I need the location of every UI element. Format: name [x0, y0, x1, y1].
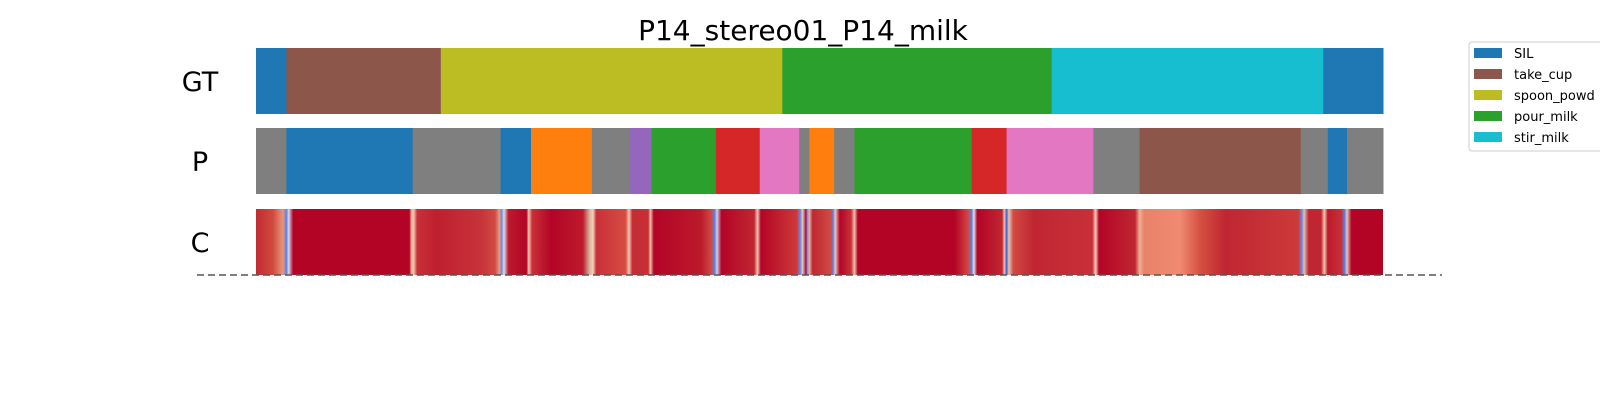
chart-title: P14_stereo01_P14_milk [638, 14, 969, 47]
segment-bar [1327, 128, 1348, 194]
segment-bar [500, 128, 532, 194]
segment-bar [412, 128, 502, 194]
legend-label: spoon_powd [1514, 89, 1595, 104]
legend-swatch [1474, 132, 1502, 142]
legend-label: take_cup [1514, 68, 1572, 83]
segment-bar [651, 128, 717, 194]
segment-bar [799, 128, 810, 194]
segment-bar [286, 128, 414, 194]
row-label: GT [182, 67, 219, 98]
segment-bar [1346, 128, 1384, 194]
segment-bar [834, 128, 855, 194]
segment-bar [591, 128, 630, 194]
segment-bar [1323, 48, 1384, 114]
segment-bar [530, 128, 593, 194]
segment-bar [256, 48, 287, 114]
row-gt: GT [182, 48, 1384, 114]
segment-bar [1006, 128, 1094, 194]
segment-bar [971, 128, 1008, 194]
segment-bar [256, 128, 287, 194]
legend-swatch [1474, 90, 1502, 100]
segment-bar [440, 48, 783, 114]
segment-bar [286, 48, 442, 114]
segment-bar [1300, 128, 1329, 194]
segment-bar [1093, 128, 1141, 194]
confidence-bar [256, 209, 1383, 275]
legend-label: stir_milk [1514, 131, 1569, 146]
segment-bar [1139, 128, 1302, 194]
row-p: P [192, 128, 1384, 194]
legend-swatch [1474, 48, 1502, 58]
legend-label: SIL [1514, 47, 1534, 62]
segment-bar [809, 128, 835, 194]
row-label: C [191, 228, 210, 259]
legend-swatch [1474, 111, 1502, 121]
segment-bar [629, 128, 653, 194]
segment-bar [854, 128, 973, 194]
legend: SIL take_cup spoon_powd pour_milk stir_milk [1468, 41, 1600, 152]
legend-swatch [1474, 69, 1502, 79]
row-c: C [191, 209, 1383, 275]
row-label: P [192, 147, 208, 178]
segment-bar [782, 48, 1053, 114]
segment-bar [715, 128, 761, 194]
segment-bar [1051, 48, 1324, 114]
segment-bar [759, 128, 800, 194]
timeline-rows: GT P C [182, 48, 1384, 275]
legend-label: pour_milk [1514, 110, 1578, 125]
